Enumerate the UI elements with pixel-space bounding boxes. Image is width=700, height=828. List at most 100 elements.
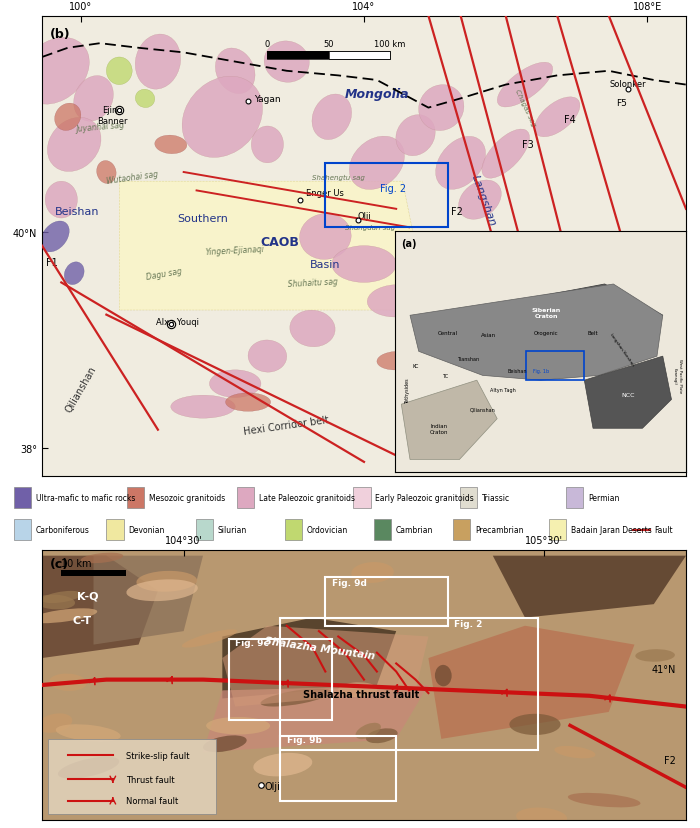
Text: Shalazha thrust fault: Shalazha thrust fault bbox=[303, 689, 419, 700]
Bar bbox=[14, 488, 31, 508]
Ellipse shape bbox=[225, 393, 271, 412]
Polygon shape bbox=[223, 626, 428, 707]
Text: 41°N: 41°N bbox=[652, 664, 676, 674]
Ellipse shape bbox=[55, 104, 81, 132]
Ellipse shape bbox=[636, 649, 675, 662]
Text: Carboniferous: Carboniferous bbox=[36, 526, 90, 534]
Ellipse shape bbox=[248, 340, 287, 373]
Text: Langshan: Langshan bbox=[469, 173, 497, 228]
Ellipse shape bbox=[203, 735, 246, 752]
Text: Mongolia: Mongolia bbox=[344, 89, 409, 101]
Text: Asian: Asian bbox=[481, 333, 496, 338]
Text: Precambrian: Precambrian bbox=[475, 526, 524, 534]
Polygon shape bbox=[203, 686, 428, 753]
Ellipse shape bbox=[535, 98, 580, 137]
Text: Alxa: Alxa bbox=[416, 333, 440, 344]
Text: KC: KC bbox=[412, 363, 419, 368]
Text: NCC: NCC bbox=[588, 244, 617, 258]
Ellipse shape bbox=[497, 63, 553, 108]
Text: Silurian: Silurian bbox=[218, 526, 247, 534]
Text: Orogenic: Orogenic bbox=[534, 330, 559, 335]
Ellipse shape bbox=[435, 665, 452, 686]
Text: Yingen-Ejianaqi: Yingen-Ejianaqi bbox=[206, 245, 265, 257]
Ellipse shape bbox=[41, 591, 82, 604]
Bar bbox=[62, 570, 126, 576]
Polygon shape bbox=[401, 381, 497, 460]
Ellipse shape bbox=[568, 793, 640, 807]
Text: Yagan: Yagan bbox=[255, 94, 281, 104]
Bar bbox=[460, 488, 477, 508]
Ellipse shape bbox=[216, 49, 255, 94]
Text: Central: Central bbox=[438, 330, 458, 335]
Ellipse shape bbox=[368, 286, 425, 318]
Text: Juyanhai sag: Juyanhai sag bbox=[76, 120, 125, 133]
Ellipse shape bbox=[56, 724, 120, 742]
Bar bbox=[48, 739, 216, 815]
Ellipse shape bbox=[29, 609, 97, 623]
Ellipse shape bbox=[80, 553, 123, 564]
Bar bbox=[267, 52, 328, 60]
Text: F2: F2 bbox=[664, 755, 676, 766]
Text: Alxa Youqi: Alxa Youqi bbox=[155, 318, 199, 326]
Bar bbox=[267, 52, 390, 60]
Text: F5: F5 bbox=[616, 99, 627, 108]
Ellipse shape bbox=[260, 689, 332, 706]
Ellipse shape bbox=[458, 181, 501, 220]
Ellipse shape bbox=[349, 137, 405, 190]
Text: Cambrian: Cambrian bbox=[396, 526, 433, 534]
Polygon shape bbox=[410, 285, 663, 381]
Bar bbox=[14, 519, 31, 541]
Text: Northern: Northern bbox=[481, 241, 531, 252]
Ellipse shape bbox=[182, 77, 262, 158]
Bar bbox=[280, 618, 538, 750]
Polygon shape bbox=[94, 556, 203, 645]
Text: Enger Us: Enger Us bbox=[306, 189, 344, 198]
Text: K-Q: K-Q bbox=[78, 591, 99, 601]
Text: Langshan-Yanshan: Langshan-Yanshan bbox=[609, 332, 635, 367]
Text: Tethysides: Tethysides bbox=[405, 378, 409, 403]
Ellipse shape bbox=[482, 130, 529, 179]
Ellipse shape bbox=[516, 807, 567, 827]
Text: Beishan: Beishan bbox=[55, 207, 99, 217]
Ellipse shape bbox=[74, 76, 113, 122]
Ellipse shape bbox=[135, 90, 155, 108]
Text: F4: F4 bbox=[564, 115, 576, 125]
Polygon shape bbox=[223, 618, 396, 699]
Text: Altyn Tagh: Altyn Tagh bbox=[490, 388, 516, 392]
Bar bbox=[374, 519, 391, 541]
Ellipse shape bbox=[136, 571, 197, 592]
Polygon shape bbox=[584, 357, 671, 429]
Text: Indian
Craton: Indian Craton bbox=[430, 423, 448, 434]
Text: TC: TC bbox=[442, 373, 448, 378]
Ellipse shape bbox=[106, 58, 132, 85]
Text: Shuhaitu sag: Shuhaitu sag bbox=[287, 277, 337, 289]
Bar bbox=[285, 519, 302, 541]
Text: Belt: Belt bbox=[588, 330, 598, 335]
Ellipse shape bbox=[64, 262, 84, 286]
Text: Strike-slip fault: Strike-slip fault bbox=[126, 751, 189, 759]
Text: Fig. 9b: Fig. 9b bbox=[287, 734, 321, 744]
Text: Late Paleozoic granitoids: Late Paleozoic granitoids bbox=[259, 493, 355, 503]
Ellipse shape bbox=[35, 595, 75, 609]
Text: CAOB: CAOB bbox=[261, 235, 300, 248]
Text: Shahengtu sag: Shahengtu sag bbox=[312, 175, 365, 181]
Bar bbox=[237, 488, 254, 508]
Text: Shangdan sag: Shangdan sag bbox=[345, 225, 396, 231]
Ellipse shape bbox=[351, 562, 394, 583]
Ellipse shape bbox=[253, 753, 312, 777]
Text: Chagas sag: Chagas sag bbox=[514, 89, 536, 128]
Text: F2: F2 bbox=[452, 207, 463, 217]
Ellipse shape bbox=[171, 396, 235, 419]
Text: Hexi Corridor belt: Hexi Corridor belt bbox=[244, 415, 330, 436]
Ellipse shape bbox=[251, 127, 284, 164]
Text: F3: F3 bbox=[522, 140, 534, 150]
Text: Triassic: Triassic bbox=[482, 493, 510, 503]
Text: Dagu sag: Dagu sag bbox=[146, 267, 183, 282]
Ellipse shape bbox=[264, 42, 309, 83]
Bar bbox=[453, 519, 470, 541]
Text: 10 km: 10 km bbox=[62, 558, 92, 568]
Ellipse shape bbox=[206, 717, 270, 734]
Ellipse shape bbox=[182, 629, 237, 647]
Text: terrane: terrane bbox=[408, 356, 449, 366]
Ellipse shape bbox=[135, 35, 181, 90]
